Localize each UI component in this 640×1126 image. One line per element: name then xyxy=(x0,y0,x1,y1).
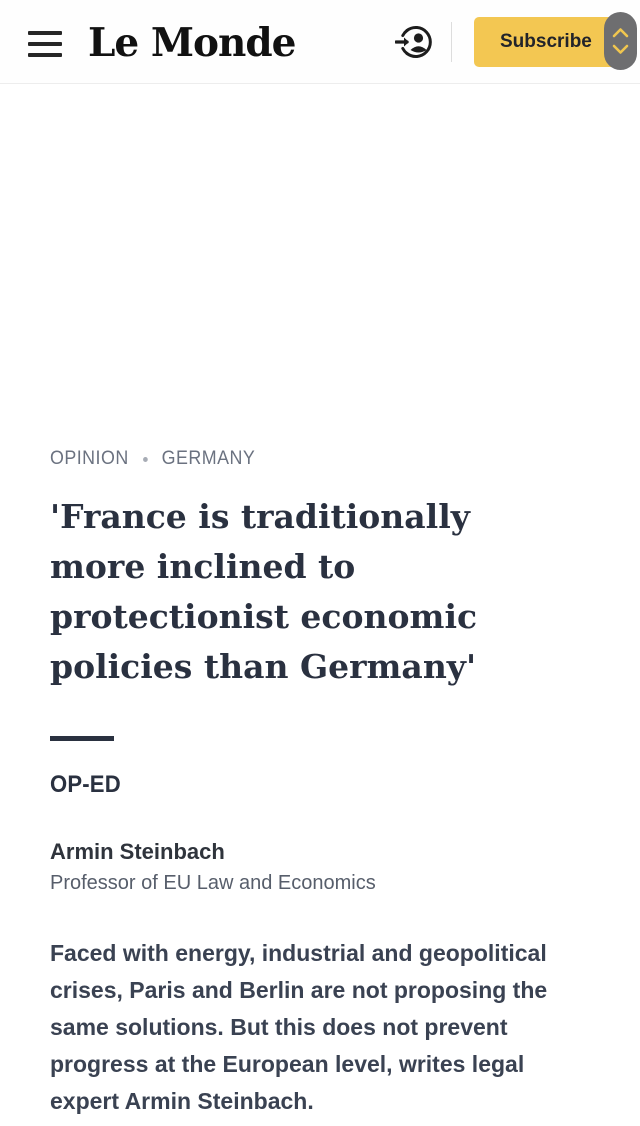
article-headline: 'France is traditionally more inclined t… xyxy=(50,492,590,692)
header-divider xyxy=(451,21,452,62)
author-title: Professor of EU Law and Economics xyxy=(50,872,376,894)
breadcrumb-dot xyxy=(142,456,148,462)
headline-line: protectionist economic xyxy=(50,597,478,636)
standfirst-line: progress at the European level, writes l… xyxy=(50,1051,525,1077)
headline-line: policies than Germany' xyxy=(50,647,477,686)
standfirst-line: same solutions. But this does not preven… xyxy=(50,1014,508,1040)
breadcrumb-topic[interactable]: GERMANY xyxy=(161,448,256,469)
headline-line: more inclined to xyxy=(50,547,356,586)
headline-line: 'France is traditionally xyxy=(50,497,470,536)
article-content: OPINION GERMANY 'France is traditionally… xyxy=(0,84,640,1120)
article-media-placeholder xyxy=(50,84,590,444)
menu-icon[interactable] xyxy=(28,30,62,57)
standfirst-line: Faced with energy, industrial and geopol… xyxy=(50,940,547,966)
breadcrumb-section[interactable]: OPINION xyxy=(50,448,129,469)
chevron-down-icon[interactable] xyxy=(612,44,629,55)
author-block: Armin Steinbach Professor of EU Law and … xyxy=(50,839,590,895)
headline-rule xyxy=(50,736,114,741)
breadcrumb: OPINION GERMANY xyxy=(50,448,558,470)
article-kicker: OP-ED xyxy=(50,771,121,798)
chevron-up-icon[interactable] xyxy=(612,27,629,38)
subscribe-button[interactable]: Subscribe xyxy=(474,16,626,67)
site-logo[interactable]: Le Monde xyxy=(88,19,296,66)
login-icon[interactable] xyxy=(395,22,435,62)
site-header: Le Monde Subscribe xyxy=(0,0,640,84)
author-name[interactable]: Armin Steinbach xyxy=(50,839,225,864)
standfirst-line: crises, Paris and Berlin are not proposi… xyxy=(50,977,548,1003)
scroll-widget[interactable] xyxy=(604,12,637,70)
article-standfirst: Faced with energy, industrial and geopol… xyxy=(50,935,590,1120)
standfirst-line: expert Armin Steinbach. xyxy=(50,1088,314,1114)
